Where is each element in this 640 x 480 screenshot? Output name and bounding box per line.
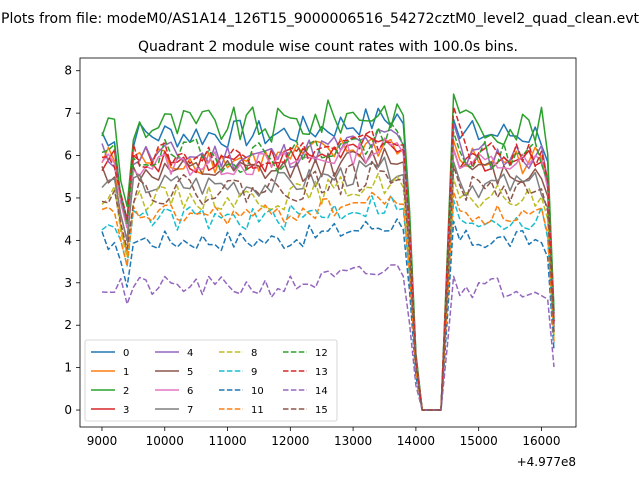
series-line-14 xyxy=(101,264,555,411)
y-tick-label: 3 xyxy=(64,276,72,290)
legend-item-3: 3 xyxy=(91,405,129,416)
x-tick-label: 10000 xyxy=(146,434,184,448)
y-tick-label: 1 xyxy=(64,361,72,375)
legend-label: 4 xyxy=(187,348,193,359)
legend-label: 1 xyxy=(123,367,129,378)
legend-item-11: 11 xyxy=(219,405,264,416)
series-line-10 xyxy=(101,218,555,411)
legend-label: 10 xyxy=(251,386,264,397)
legend-label: 2 xyxy=(123,386,129,397)
legend-label: 14 xyxy=(315,386,328,397)
figure-suptitle: Plots from file: modeM0/AS1A14_126T15_90… xyxy=(1,11,639,27)
legend-label: 15 xyxy=(315,405,328,416)
legend-label: 13 xyxy=(315,367,328,378)
legend-box xyxy=(84,339,338,422)
x-tick-label: 13000 xyxy=(334,434,372,448)
series-line-15 xyxy=(101,160,555,411)
y-tick-label: 5 xyxy=(64,191,72,205)
series-line-13 xyxy=(101,106,555,411)
y-axis: 0 1 2 3 4 5 6 7 8 xyxy=(64,64,80,417)
legend-item-2: 2 xyxy=(91,386,129,397)
series-line-11 xyxy=(101,190,555,411)
series-line-9 xyxy=(101,194,555,411)
legend-label: 12 xyxy=(315,348,328,359)
series-line-12 xyxy=(101,122,555,411)
x-tick-label: 15000 xyxy=(460,434,498,448)
series-layer xyxy=(101,93,555,411)
legend-label: 8 xyxy=(251,348,257,359)
y-tick-label: 0 xyxy=(64,403,72,417)
legend-label: 6 xyxy=(187,386,193,397)
legend-label: 7 xyxy=(187,405,193,416)
series-line-2 xyxy=(101,93,555,411)
legend-item-1: 1 xyxy=(91,367,129,378)
x-tick-label: 14000 xyxy=(397,434,435,448)
x-tick-label: 9000 xyxy=(87,434,118,448)
legend-item-6: 6 xyxy=(155,386,193,397)
y-tick-label: 8 xyxy=(64,64,72,78)
series-line-8 xyxy=(101,172,555,411)
legend-item-13: 13 xyxy=(283,367,328,378)
legend-item-15: 15 xyxy=(283,405,328,416)
legend-item-8: 8 xyxy=(219,348,257,359)
x-tick-label: 16000 xyxy=(522,434,560,448)
chart-title: Quadrant 2 module wise count rates with … xyxy=(138,39,518,55)
y-tick-label: 7 xyxy=(64,106,72,120)
legend-item-12: 12 xyxy=(283,348,328,359)
series-line-7 xyxy=(101,156,555,411)
y-tick-label: 6 xyxy=(64,149,72,163)
legend-label: 9 xyxy=(251,367,257,378)
legend-label: 0 xyxy=(123,348,129,359)
legend-item-7: 7 xyxy=(155,405,193,416)
legend-item-5: 5 xyxy=(155,367,193,378)
x-axis: 9000 10000 11000 12000 13000 14000 15000 16000 xyxy=(87,427,561,448)
y-tick-label: 4 xyxy=(64,233,72,247)
x-offset-label: +4.977e8 xyxy=(517,455,576,469)
legend-item-14: 14 xyxy=(283,386,328,397)
legend-label: 3 xyxy=(123,405,129,416)
x-tick-label: 12000 xyxy=(271,434,309,448)
legend-label: 11 xyxy=(251,405,264,416)
legend-item-0: 0 xyxy=(91,348,129,359)
series-line-5 xyxy=(101,147,555,411)
legend-label: 5 xyxy=(187,367,193,378)
series-line-0 xyxy=(101,107,555,411)
legend-item-10: 10 xyxy=(219,386,264,397)
y-tick-label: 2 xyxy=(64,318,72,332)
plot-frame xyxy=(79,57,577,428)
legend-item-4: 4 xyxy=(155,348,193,359)
legend-item-9: 9 xyxy=(219,367,257,378)
x-tick-label: 11000 xyxy=(208,434,246,448)
